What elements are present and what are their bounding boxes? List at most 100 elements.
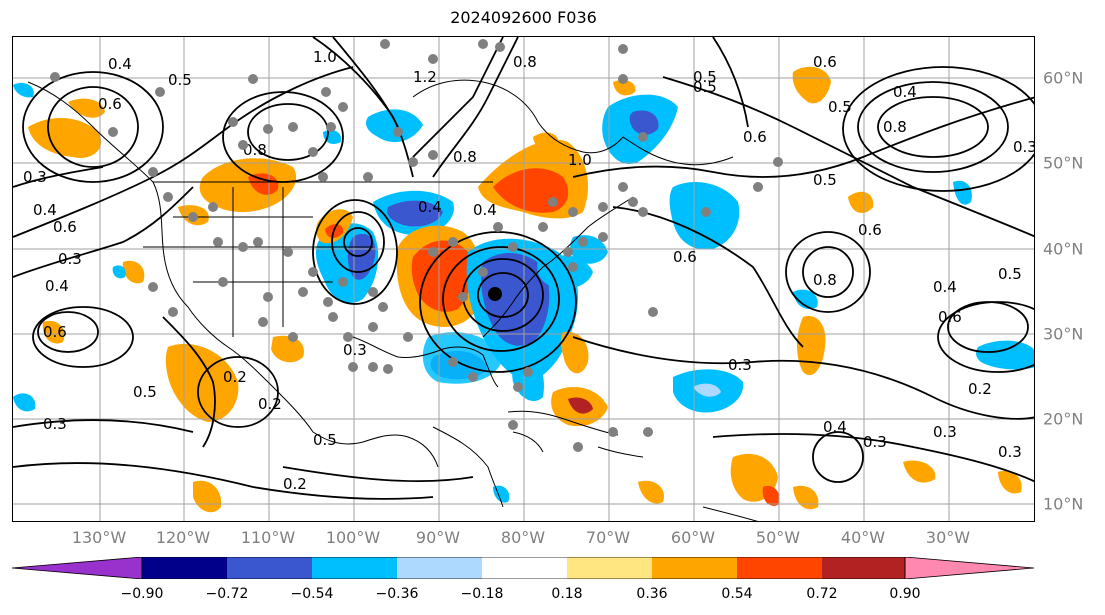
contour-label: 0.6 — [938, 308, 962, 326]
lon-label: 130°W — [71, 528, 127, 547]
contour-label: 0.4 — [933, 278, 957, 296]
contour-label: 0.4 — [45, 277, 69, 295]
shade-orange — [638, 480, 664, 504]
lat-label: 50°N — [1043, 153, 1084, 173]
contour-label: 0.6 — [743, 128, 767, 146]
shade-orange — [28, 117, 102, 158]
colorbar-tick: −0.72 — [205, 586, 249, 602]
contour-label: 0.6 — [98, 95, 122, 113]
shading-layer — [13, 66, 1034, 513]
colorbar-tick: 0.18 — [551, 586, 583, 602]
shade-orange — [193, 480, 222, 513]
colorbar-tick: 0.90 — [889, 586, 921, 602]
colorbar-tick: 0.54 — [721, 586, 753, 602]
shade-pale-blue — [693, 383, 721, 397]
contour-label: 0.4 — [823, 418, 847, 436]
colorbar-tick: −0.90 — [120, 586, 164, 602]
shade-red — [411, 240, 472, 312]
contour-label: 0.3 — [998, 443, 1022, 461]
contour-label: 0.8 — [883, 118, 907, 136]
contour-label: 0.4 — [33, 201, 57, 219]
contour-label: 0.6 — [673, 248, 697, 266]
lon-label: 100°W — [325, 528, 381, 547]
contour-label: 1.2 — [413, 68, 437, 86]
contour-label: 0.8 — [813, 271, 837, 289]
shade-orange — [42, 320, 65, 344]
contour-label: 0.3 — [863, 433, 887, 451]
lat-label: 10°N — [1043, 494, 1084, 514]
contour-label: 0.3 — [58, 250, 82, 268]
low-center-marker — [488, 287, 502, 301]
contour-label: 0.5 — [133, 383, 157, 401]
shade-light-blue — [976, 340, 1034, 370]
shade-orange — [903, 460, 936, 483]
contour-label: 0.3 — [343, 341, 367, 359]
shade-orange — [848, 191, 874, 213]
shade-light-blue — [13, 82, 34, 98]
contour-label: 0.4 — [893, 83, 917, 101]
contour-label: 1.0 — [313, 48, 337, 66]
contour-label: 0.5 — [998, 265, 1022, 283]
map-canvas: 0.4 0.5 0.6 0.3 0.4 0.6 0.3 0.4 0.8 1.0 … — [13, 37, 1034, 521]
contour-label: 0.5 — [693, 68, 717, 86]
colorbar-tick: 0.36 — [636, 586, 668, 602]
shade-light-blue — [13, 393, 36, 412]
shade-orange — [613, 80, 636, 96]
shade-blue — [629, 110, 659, 135]
colorbar-segment — [737, 557, 822, 579]
colorbar-segment — [567, 557, 652, 579]
colorbar-tick: −0.18 — [460, 586, 504, 602]
colorbar-segment — [482, 557, 567, 579]
colorbar-extend-left — [12, 557, 143, 579]
lon-label: 40°W — [840, 528, 886, 547]
lon-label: 90°W — [415, 528, 461, 547]
contour-label: 0.6 — [53, 218, 77, 236]
contour-label: 0.2 — [223, 368, 247, 386]
colorbar-segment — [822, 557, 905, 579]
contour-label: 0.2 — [968, 380, 992, 398]
shade-orange — [199, 158, 297, 213]
shade-blue — [387, 200, 443, 227]
contour-label: 0.3 — [728, 356, 752, 374]
shade-orange — [271, 335, 304, 363]
shade-dark-red — [568, 397, 593, 414]
shade-orange — [998, 470, 1022, 494]
colorbar-tick: −0.54 — [290, 586, 334, 602]
contour-label: 0.8 — [453, 148, 477, 166]
contour-label: 0.6 — [858, 221, 882, 239]
colorbar — [12, 557, 1035, 579]
shade-orange — [560, 331, 589, 374]
contour-label: 0.3 — [43, 415, 67, 433]
station-dots — [50, 39, 783, 452]
shade-light-blue — [112, 265, 126, 279]
contour-label: 0.8 — [243, 141, 267, 159]
figure-title: 2024092600 F036 — [450, 8, 597, 27]
colorbar-segment — [312, 557, 397, 579]
contour-label: 0.4 — [418, 198, 442, 216]
shade-orange — [792, 66, 831, 104]
contours — [13, 37, 1034, 500]
shade-light-blue — [793, 289, 818, 310]
contour-label: 0.2 — [258, 395, 282, 413]
lon-label: 60°W — [670, 528, 716, 547]
lon-label: 30°W — [925, 528, 971, 547]
shade-red — [762, 486, 780, 506]
colorbar-tick: 0.72 — [806, 586, 838, 602]
contour-labels: 0.4 0.5 0.6 0.3 0.4 0.6 0.3 0.4 0.8 1.0 … — [23, 48, 1034, 493]
shade-red — [248, 173, 279, 195]
colorbar-segment — [652, 557, 737, 579]
colorbar-tick: −0.36 — [375, 586, 419, 602]
shade-light-blue — [953, 180, 972, 205]
contour-label: 0.5 — [313, 431, 337, 449]
shade-light-blue — [537, 255, 593, 289]
shade-blue — [347, 233, 376, 280]
contour-label: 0.4 — [108, 55, 132, 73]
lon-label: 80°W — [500, 528, 546, 547]
lon-label: 70°W — [585, 528, 631, 547]
colorbar-segment — [227, 557, 312, 579]
contour-label: 0.5 — [693, 78, 717, 96]
shade-orange — [797, 316, 826, 376]
colorbar-segment — [397, 557, 482, 579]
colorbar-extend-right — [904, 557, 1035, 579]
colorbar-segment — [142, 557, 227, 579]
